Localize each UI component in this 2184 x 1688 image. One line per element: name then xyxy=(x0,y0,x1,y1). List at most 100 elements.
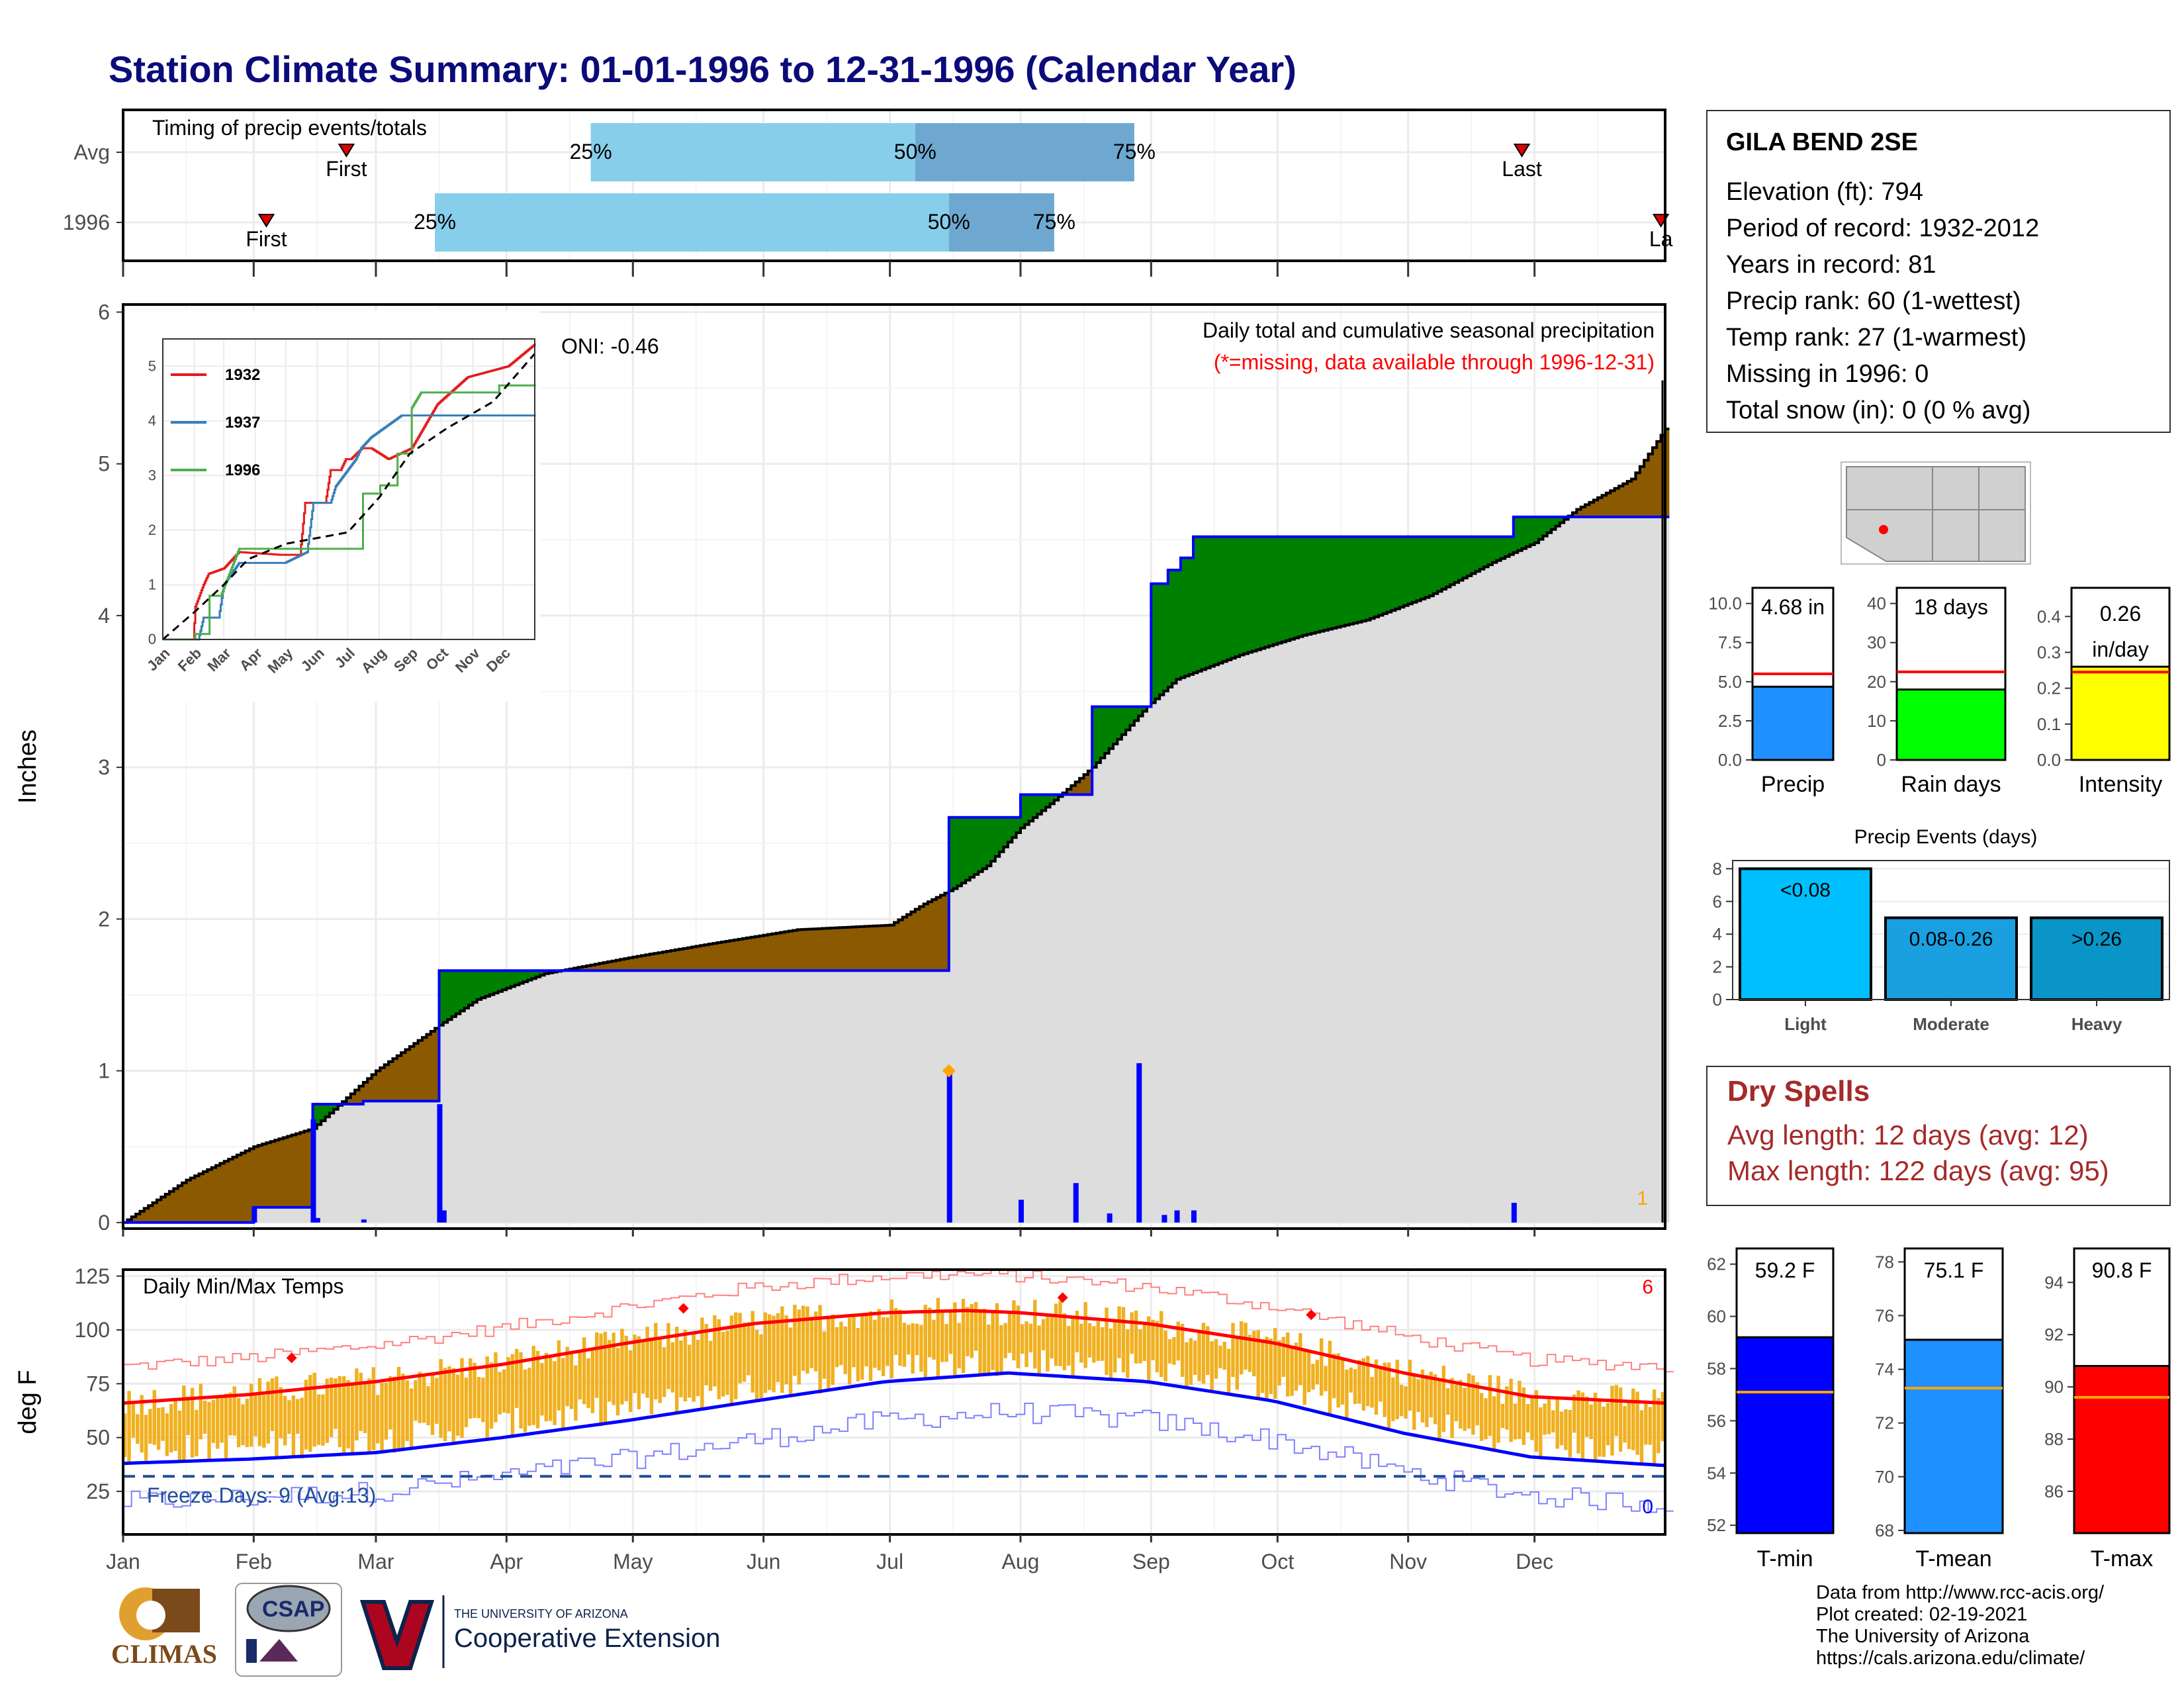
station-row: Temp rank: 27 (1-warmest) xyxy=(1726,324,2027,352)
quartile-bar-25-50 xyxy=(435,193,949,252)
daily-temp-bar xyxy=(717,1319,721,1399)
daily-temp-bar xyxy=(1383,1362,1387,1417)
daily-temp-bar xyxy=(207,1401,211,1460)
daily-temp-bar xyxy=(1644,1402,1648,1445)
y-tick-label: 0.1 xyxy=(2037,714,2061,734)
daily-temp-bar xyxy=(123,1413,127,1458)
daily-precip-bar xyxy=(361,1219,367,1223)
station-row: Missing in 1996: 0 xyxy=(1726,360,1929,388)
daily-temp-bar xyxy=(418,1372,422,1423)
daily-temp-bar xyxy=(1054,1303,1058,1366)
daily-temp-bar xyxy=(363,1382,367,1433)
daily-temp-bar xyxy=(224,1393,228,1462)
daily-temp-bar xyxy=(991,1311,995,1370)
daily-temp-bar xyxy=(1269,1338,1273,1394)
x-tick-label: Sep xyxy=(1132,1550,1170,1573)
daily-temp-bar xyxy=(805,1306,809,1374)
daily-temp-bar xyxy=(544,1352,549,1422)
daily-temp-bar xyxy=(809,1316,814,1368)
daily-temp-bar xyxy=(131,1401,136,1438)
daily-temp-bar xyxy=(1105,1307,1109,1376)
daily-temp-bar xyxy=(1079,1323,1083,1363)
daily-temp-bar xyxy=(152,1389,156,1445)
daily-temp-bar xyxy=(729,1315,734,1404)
dry-spells-box: Dry Spells Avg length: 12 days (avg: 12)… xyxy=(1706,1066,2171,1206)
daily-temp-bar xyxy=(1551,1410,1555,1433)
daily-temp-bar xyxy=(881,1317,886,1376)
ua-logo[interactable]: THE UNIVERSITY OF ARIZONA Cooperative Ex… xyxy=(359,1595,720,1670)
csap-logo[interactable]: CSAP xyxy=(235,1583,342,1677)
tsummary-name-label: T-min xyxy=(1757,1546,1813,1571)
daily-temp-bar xyxy=(1618,1387,1623,1452)
x-tick-label: May xyxy=(613,1550,653,1573)
daily-temp-bar xyxy=(342,1376,346,1454)
daily-precip-bar xyxy=(1073,1183,1079,1223)
daily-temp-bar xyxy=(375,1395,380,1444)
daily-temp-bar xyxy=(1614,1385,1619,1436)
daily-temp-bar xyxy=(464,1378,469,1427)
daily-temp-bar xyxy=(316,1394,321,1445)
daily-temp-bar xyxy=(641,1341,645,1394)
y-tick-label: 40 xyxy=(1867,594,1886,614)
inset-y-tick-label: 1 xyxy=(148,576,156,592)
climas-logo[interactable]: CLIMAS xyxy=(111,1587,217,1669)
plot-border xyxy=(122,1268,1666,1536)
record-low-line xyxy=(123,1403,1674,1513)
daily-temp-bar xyxy=(1024,1321,1028,1368)
daily-temp-bar xyxy=(612,1333,615,1405)
tmin-avg-line xyxy=(122,1371,1666,1468)
station-row: Elevation (ft): 794 xyxy=(1726,178,1923,206)
daily-temp-bar xyxy=(1214,1338,1218,1379)
first-marker xyxy=(338,144,355,158)
daily-temp-bar xyxy=(1087,1323,1092,1358)
daily-temp-bar xyxy=(1433,1374,1437,1425)
y-axis-label: deg F xyxy=(14,1370,42,1434)
daily-temp-bar xyxy=(1404,1386,1408,1419)
daily-temp-bar xyxy=(674,1327,679,1414)
daily-temp-bar xyxy=(1391,1377,1395,1421)
daily-temp-bar xyxy=(654,1323,658,1400)
y-tick-label: 25 xyxy=(86,1479,110,1503)
y-tick-label: 6 xyxy=(98,300,110,324)
daily-temp-bar xyxy=(211,1399,216,1443)
daily-temp-bar xyxy=(894,1307,898,1355)
daily-temp-bar xyxy=(831,1314,835,1385)
daily-temp-bar xyxy=(409,1388,414,1447)
observed-cumulative-line xyxy=(123,515,1670,1224)
daily-temp-bar xyxy=(1033,1299,1037,1369)
daily-temp-bar xyxy=(582,1337,586,1405)
event-bar xyxy=(1884,916,2018,1001)
daily-temp-bar xyxy=(666,1323,670,1389)
x-tick-label: Feb xyxy=(236,1550,272,1573)
tsummary-value-label: 90.8 F xyxy=(2092,1258,2152,1282)
daily-temp-bar xyxy=(793,1304,797,1376)
daily-temp-bar xyxy=(1193,1340,1197,1375)
label-25: 25% xyxy=(570,140,612,164)
daily-temp-bar xyxy=(469,1358,473,1419)
daily-precip-bar xyxy=(1136,1063,1142,1223)
ua-small-text: THE UNIVERSITY OF ARIZONA xyxy=(454,1607,628,1620)
daily-temp-bar xyxy=(1240,1321,1244,1375)
daily-temp-bar xyxy=(780,1306,784,1393)
daily-temp-bar xyxy=(1412,1373,1416,1430)
ua-big-text: Cooperative Extension xyxy=(454,1624,720,1653)
precip-subtitle: (*=missing, data available through 1996-… xyxy=(1214,350,1655,374)
daily-temp-bar xyxy=(772,1315,776,1393)
summary-value-label: 0.26 xyxy=(2100,602,2141,626)
quartile-bar-50-75 xyxy=(915,123,1134,181)
daily-temp-bar xyxy=(325,1378,329,1443)
summary-name-label: Intensity xyxy=(2079,772,2163,797)
plot-border xyxy=(122,303,1666,1230)
daily-temp-bar xyxy=(1454,1384,1459,1421)
daily-temp-bar xyxy=(1534,1390,1539,1452)
daily-temp-bar xyxy=(1016,1305,1021,1368)
daily-temp-bar xyxy=(1593,1392,1598,1461)
tmax-avg-line xyxy=(122,1309,1666,1405)
daily-temp-bar xyxy=(548,1356,553,1421)
daily-temp-bar xyxy=(257,1378,262,1446)
daily-temp-bar xyxy=(199,1383,203,1440)
quartile-bar-25-50 xyxy=(590,123,915,181)
label-50: 50% xyxy=(894,140,936,164)
daily-temp-bar xyxy=(595,1332,599,1398)
daily-precip-bar xyxy=(1107,1213,1113,1223)
